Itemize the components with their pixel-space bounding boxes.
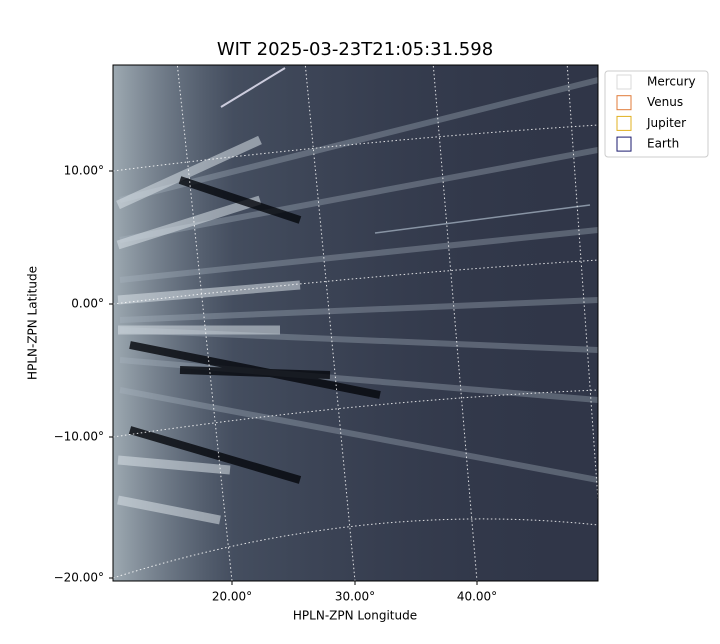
title: WIT 2025-03-23T21:05:31.598 bbox=[217, 39, 493, 60]
image bbox=[113, 65, 598, 581]
y-tick-label: 0.00° bbox=[71, 297, 104, 311]
y-tick-label: −10.00° bbox=[54, 430, 104, 444]
x-label: HPLN-ZPN Longitude bbox=[293, 609, 417, 623]
x-tick-label: 40.00° bbox=[457, 590, 497, 604]
legend-marker bbox=[616, 136, 632, 152]
legend-label: Venus bbox=[647, 95, 683, 109]
x-tick-label: 30.00° bbox=[335, 590, 375, 604]
legend-marker bbox=[616, 115, 632, 131]
legend-marker bbox=[616, 74, 632, 90]
legend-box bbox=[604, 70, 709, 158]
legend-label: Mercury bbox=[647, 75, 696, 89]
legend-label: Jupiter bbox=[646, 116, 686, 130]
x-tick-label: 20.00° bbox=[212, 590, 252, 604]
y-tick-label: −20.00° bbox=[54, 571, 104, 585]
legend-marker bbox=[616, 95, 632, 111]
legend-label: Earth bbox=[647, 137, 679, 151]
y-tick-label: 10.00° bbox=[64, 164, 104, 178]
y-label: HPLN-ZPN Latitude bbox=[26, 266, 40, 380]
